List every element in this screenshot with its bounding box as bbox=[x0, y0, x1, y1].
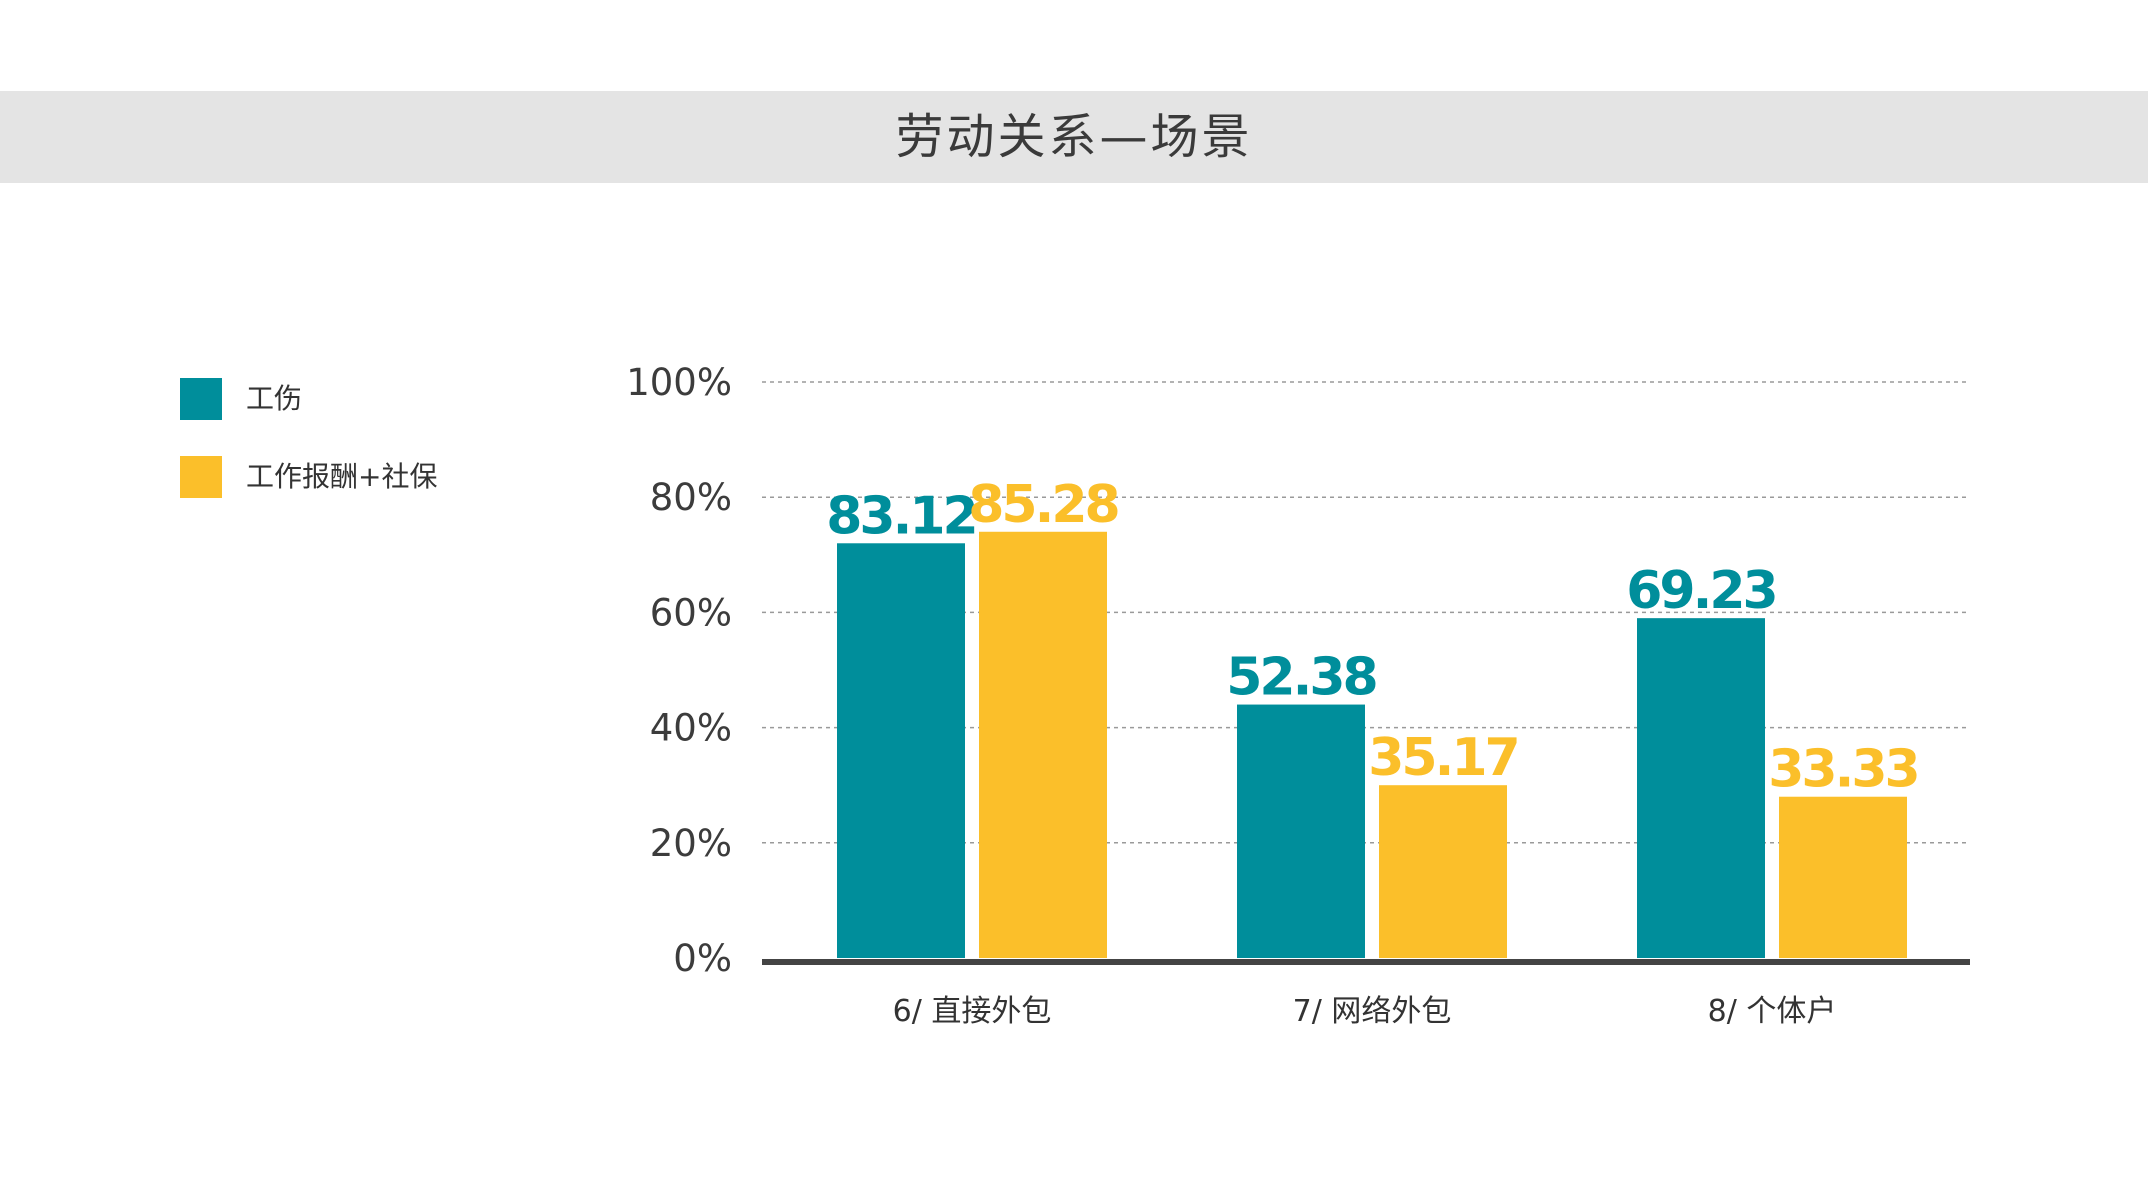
y-tick-label: 80% bbox=[650, 476, 732, 519]
y-tick-label: 100% bbox=[626, 361, 732, 404]
bar-pay-social bbox=[979, 531, 1107, 958]
x-axis-labels: 6/ 直接外包 7/ 网络外包 8/ 个体户 bbox=[893, 994, 1837, 1029]
bar-injury bbox=[837, 543, 965, 958]
y-axis-labels: 0% 20% 40% 60% 80% 100% bbox=[626, 361, 732, 980]
data-label: 83.12 bbox=[826, 486, 975, 546]
data-label: 85.28 bbox=[968, 475, 1117, 535]
data-label: 69.23 bbox=[1626, 561, 1775, 621]
data-label: 52.38 bbox=[1226, 648, 1375, 708]
legend-label-injury: 工伤 bbox=[246, 382, 303, 415]
y-tick-label: 60% bbox=[650, 591, 732, 634]
legend-label-pay-social: 工作报酬+社保 bbox=[246, 460, 438, 493]
legend-item-injury: 工伤 bbox=[180, 378, 580, 422]
bar-injury bbox=[1237, 704, 1365, 958]
data-label: 33.33 bbox=[1768, 740, 1917, 800]
bar-pay-social bbox=[1379, 785, 1507, 958]
x-tick-label: 8/ 个体户 bbox=[1708, 994, 1837, 1029]
bars bbox=[837, 531, 1907, 958]
data-label: 35.17 bbox=[1368, 728, 1517, 788]
bar-injury bbox=[1637, 618, 1765, 958]
bar-pay-social bbox=[1779, 796, 1907, 958]
x-tick-label: 6/ 直接外包 bbox=[893, 994, 1052, 1029]
title-banner: 劳动关系—场景 bbox=[0, 91, 2148, 183]
legend-swatch-injury bbox=[180, 378, 222, 420]
y-tick-label: 20% bbox=[650, 822, 732, 865]
y-tick-label: 40% bbox=[650, 707, 732, 750]
chart-title: 劳动关系—场景 bbox=[895, 109, 1253, 165]
legend-item-pay-social: 工作报酬+社保 bbox=[180, 456, 580, 500]
legend-swatch-pay-social bbox=[180, 456, 222, 498]
y-tick-label: 0% bbox=[673, 937, 732, 980]
x-tick-label: 7/ 网络外包 bbox=[1293, 994, 1452, 1029]
